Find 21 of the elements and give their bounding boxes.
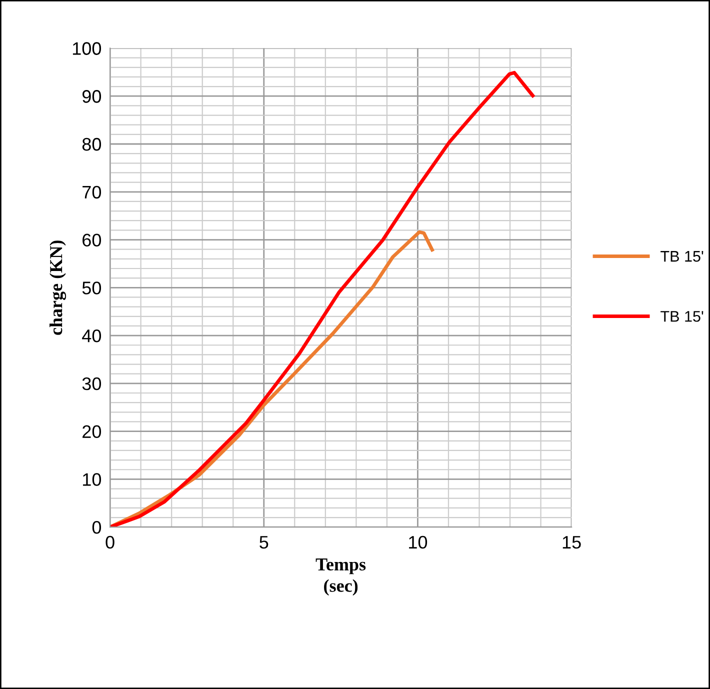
y-tick-label: 70 — [82, 186, 102, 199]
y-tick-label: 100 — [72, 42, 102, 55]
y-tick-label: 60 — [82, 234, 102, 246]
x-axis-title: Temps (sec) — [316, 558, 366, 596]
x-tick-label: 0 — [106, 536, 114, 549]
x-tick-label: 5 — [260, 536, 268, 549]
y-tick-label: 10 — [83, 473, 102, 486]
legend-label: TB 15' — [660, 251, 704, 262]
y-tick-label: 30 — [82, 377, 102, 390]
y-tick-label: 20 — [82, 425, 102, 438]
y-tick-label: 0 — [92, 521, 102, 534]
line-series — [110, 70, 535, 528]
legend-label: TB 15' — [660, 311, 704, 322]
y-tick-label: 90 — [82, 90, 102, 103]
y-tick-label: 40 — [82, 329, 102, 342]
line-series — [110, 230, 434, 528]
x-tick-label: 15 — [562, 536, 581, 549]
y-axis-title: charge (KN) — [50, 240, 66, 335]
x-tick-label: 10 — [409, 536, 428, 549]
y-tick-label: 80 — [82, 138, 102, 151]
y-tick-label: 50 — [82, 282, 102, 294]
